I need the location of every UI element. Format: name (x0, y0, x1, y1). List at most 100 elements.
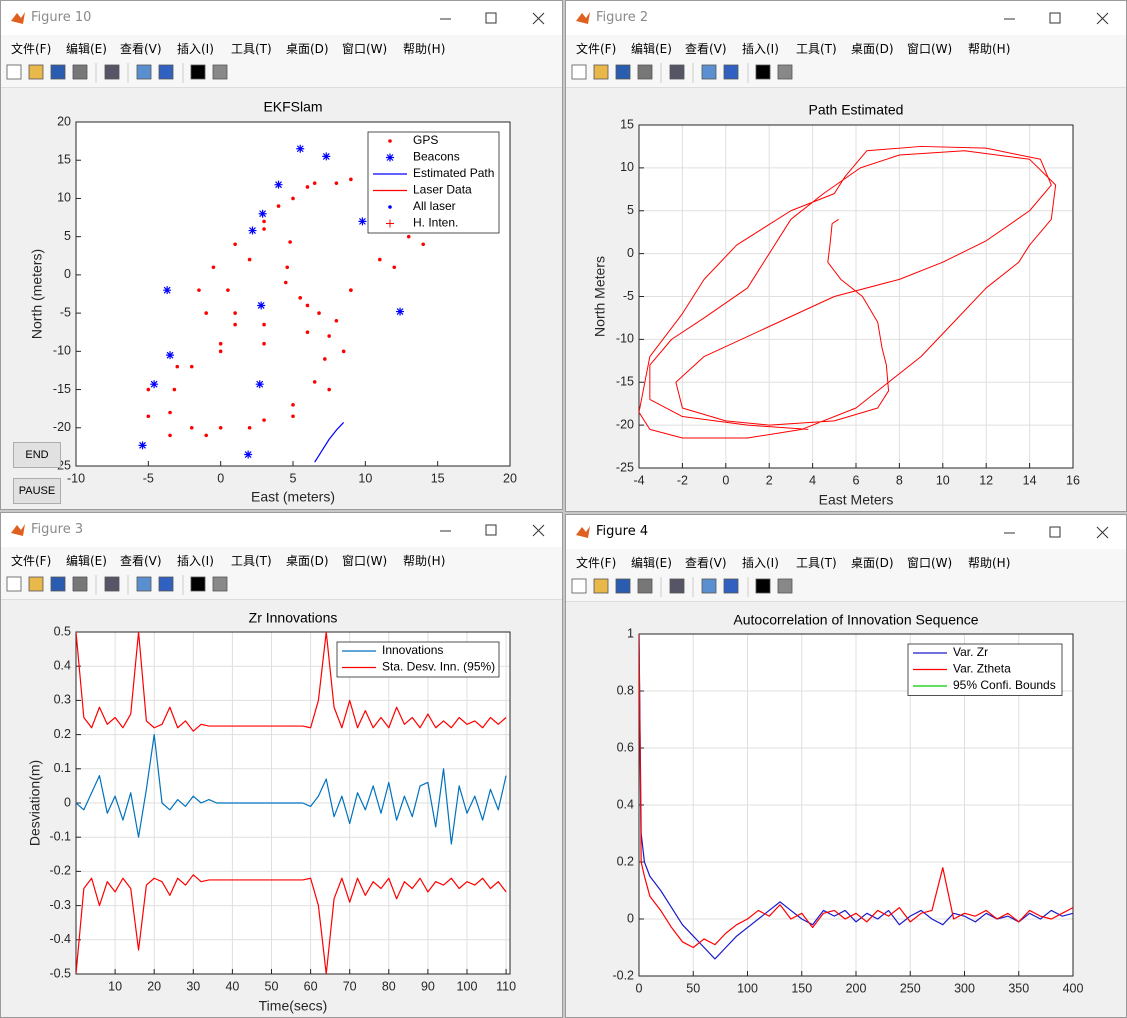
point (262, 341, 266, 346)
menu-item[interactable]: 插入(I) (177, 554, 214, 568)
toolbar-icon (571, 64, 587, 80)
menu-item[interactable]: 编辑(E) (631, 42, 672, 56)
menu-bar: 文件(F) 编辑(E) 查看(V) 插入(I) 工具(T) 桌面(D) 窗口(W) 帮助(H) (566, 549, 1126, 573)
x-tick-label: 400 (1063, 981, 1084, 995)
y-tick-label: 15 (57, 153, 71, 167)
toolbar-icon (158, 64, 174, 80)
menu-item[interactable]: 帮助(H) (968, 42, 1011, 56)
y-tick-label: 5 (64, 229, 71, 243)
series-line (639, 634, 1073, 949)
point (226, 288, 230, 292)
menu-item[interactable]: 桌面(D) (286, 42, 329, 56)
plot-area: -10 -5 0 5 10 15 20-25-20-15-10-505101520EKFSl… (29, 99, 517, 505)
toolbar-icon (6, 576, 22, 592)
menu-item[interactable]: 帮助(H) (403, 42, 446, 56)
point (378, 257, 382, 262)
x-tick-label: 100 (457, 979, 478, 993)
app-icon (11, 524, 25, 536)
toolbar-icon (6, 64, 22, 80)
toolbar-icons (6, 575, 228, 595)
menu-item[interactable]: 帮助(H) (403, 554, 446, 568)
menu-item[interactable]: 桌面(D) (286, 554, 329, 568)
menu-item[interactable]: 文件(F) (576, 556, 617, 570)
menu-item[interactable]: 插入(I) (177, 42, 214, 56)
y-tick-label: 5 (627, 203, 634, 217)
menu-item[interactable]: 窗口(W) (342, 42, 388, 56)
pause-button[interactable]: PAUSE (13, 478, 61, 504)
y-tick-label: -0.3 (49, 898, 71, 912)
menu-item[interactable]: 帮助(H) (968, 556, 1011, 570)
point (175, 364, 180, 369)
menu-item[interactable]: 工具(T) (231, 42, 272, 56)
menu-item[interactable]: 窗口(W) (342, 554, 388, 568)
point (322, 152, 331, 161)
toolbar-icon (637, 578, 653, 594)
maximize-icon (1049, 12, 1061, 24)
toolbar-icon (190, 64, 206, 80)
x-tick-label: -4 (633, 473, 644, 487)
menu-item[interactable]: 查看(V) (685, 556, 727, 570)
y-tick-label: 0.4 (617, 797, 634, 811)
legend-label: H. Inten. (413, 216, 458, 230)
toolbar-icon (571, 578, 587, 594)
toolbar-icon (755, 578, 771, 594)
x-tick-label: -5 (143, 471, 154, 485)
point (247, 257, 252, 262)
x-tick-label: 14 (1023, 473, 1037, 487)
point (386, 219, 394, 228)
menu-item[interactable]: 工具(T) (231, 554, 272, 568)
window-controls (440, 12, 545, 25)
menu-item[interactable]: 文件(F) (11, 42, 52, 56)
legend-label: GPS (413, 133, 438, 147)
toolbar-icon (158, 576, 174, 592)
menu-item[interactable]: 插入(I) (742, 42, 779, 56)
series-line (314, 422, 345, 463)
toolbar (566, 59, 1126, 88)
y-tick-label: 0.3 (54, 693, 71, 707)
y-tick-label: 0 (64, 795, 71, 809)
menu-item[interactable]: 桌面(D) (851, 556, 894, 570)
menu-item[interactable]: 编辑(E) (631, 556, 672, 570)
point (327, 387, 331, 392)
point (298, 296, 303, 300)
menu-item[interactable]: 编辑(E) (66, 554, 107, 568)
point (257, 301, 266, 310)
menu-item[interactable]: 编辑(E) (66, 42, 107, 56)
menu-bar: 文件(F) 编辑(E) 查看(V) 插入(I) 工具(T) 桌面(D) 窗口(W) 帮助(H) (566, 35, 1126, 59)
menu-item[interactable]: 文件(F) (576, 42, 617, 56)
point (248, 226, 257, 235)
menu-item[interactable]: 插入(I) (742, 556, 779, 570)
menu-item[interactable]: 查看(V) (120, 42, 162, 56)
menu-item[interactable]: 窗口(W) (907, 556, 953, 570)
point (172, 387, 177, 392)
point (276, 204, 281, 208)
toolbar-icon (28, 64, 44, 80)
toolbar-icon (637, 64, 653, 80)
toolbar-icon (136, 64, 152, 80)
y-tick-label: 10 (57, 191, 71, 205)
point (291, 414, 295, 419)
toolbar-icon (104, 576, 120, 592)
menu-item[interactable]: 工具(T) (796, 42, 837, 56)
plot-area: 10 20 30 40 50 60 70 80 90 100 110 -0.5 -0.4 -0.3 -0.2… (27, 610, 516, 1014)
close-icon (1096, 526, 1109, 539)
data-layer (639, 634, 1073, 960)
y-tick-label: 0.2 (617, 854, 634, 868)
toolbar-icons (571, 63, 793, 83)
end-button[interactable]: END (13, 442, 61, 468)
menu-item[interactable]: 窗口(W) (907, 42, 953, 56)
figure-window: Figure 3 文件(F) 编辑(E) 查看(V) 插入(I) 工具(T) 桌面(D) 窗… (0, 512, 563, 1018)
y-tick-label: -0.5 (49, 966, 71, 980)
point (146, 414, 151, 419)
figure-window: Figure 4 文件(F) 编辑(E) 查看(V) 插入(I) 工具(T) 桌面(D) 窗… (565, 514, 1127, 1018)
point (341, 349, 346, 354)
maximize-icon (485, 12, 497, 24)
menu-item[interactable]: 查看(V) (120, 554, 162, 568)
y-tick-label: 0 (64, 267, 71, 281)
menu-item[interactable]: 工具(T) (796, 556, 837, 570)
menu-item[interactable]: 查看(V) (685, 42, 727, 56)
data-layer (639, 145, 1057, 439)
y-tick-label: -20 (616, 417, 634, 431)
menu-item[interactable]: 桌面(D) (851, 42, 894, 56)
menu-item[interactable]: 文件(F) (11, 554, 52, 568)
